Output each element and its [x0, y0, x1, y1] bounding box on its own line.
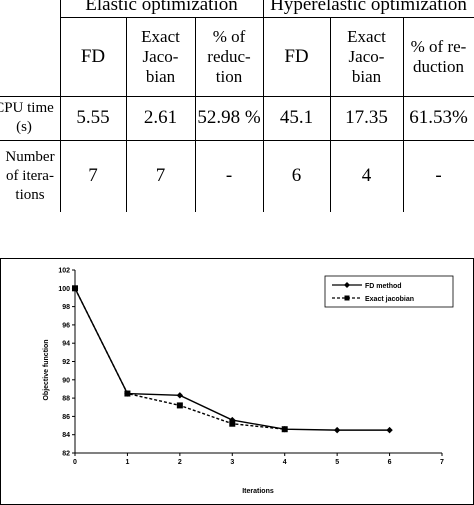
table-cell: 61.53% — [409, 107, 468, 128]
row-label-line: CPU time — [0, 100, 54, 116]
legend-label-jac: Exact jacobian — [365, 296, 414, 303]
header-line: bian — [145, 66, 176, 86]
header-line: duction — [412, 56, 464, 76]
y-tick-label: 88 — [62, 396, 70, 403]
chart-svg: 82 84 86 88 90 92 94 96 98 100 102 0 1 2 3 4 5 6 7 Objecti… — [0, 258, 474, 505]
table-cell: 17.35 — [345, 107, 388, 128]
axes-layer: 82 84 86 88 90 92 94 96 98 100 102 0 1 2 3 4 5 6 7 — [58, 268, 444, 467]
table-rule — [195, 17, 196, 212]
table-cell: 7 — [88, 165, 98, 186]
y-tick-label: 98 — [62, 304, 70, 311]
table-rule — [263, 0, 264, 212]
series-layer — [71, 285, 393, 434]
row-label-cpu-time: CPU time (s) — [0, 96, 60, 140]
y-tick-label: 82 — [62, 451, 70, 458]
table-cell: 5.55 — [76, 107, 110, 128]
col-header-fd: FD — [80, 45, 106, 67]
y-tick-label: 102 — [58, 268, 70, 275]
objective-function-chart: 82 84 86 88 90 92 94 96 98 100 102 0 1 2 3 4 5 6 7 Objecti… — [0, 258, 474, 505]
data-point-fd — [176, 392, 184, 399]
row-label-line: Number — [5, 148, 55, 165]
header-line: reduc- — [207, 46, 251, 66]
data-point-jacobian — [124, 390, 131, 397]
y-tick-label: 86 — [62, 414, 70, 421]
row-label-line: tions — [15, 186, 45, 203]
header-line: % of re- — [410, 36, 467, 56]
table-rule — [403, 17, 404, 212]
legend-marker-jac — [344, 295, 350, 301]
x-tick-label: 7 — [440, 459, 444, 466]
x-tick-label: 4 — [283, 459, 287, 466]
data-point-fd — [333, 426, 341, 434]
header-line: Jaco- — [142, 46, 179, 66]
y-axis-title: Objective function — [43, 339, 50, 400]
x-tick-label: 2 — [178, 459, 182, 466]
table-cell: 6 — [291, 165, 302, 186]
y-tick-label: 90 — [62, 377, 70, 384]
table-cell: 4 — [361, 165, 372, 186]
x-tick-label: 3 — [230, 459, 234, 466]
x-tick-label: 0 — [73, 459, 77, 466]
col-header-reduction: % of re- duction — [403, 17, 474, 96]
x-tick-label: 1 — [125, 459, 129, 466]
table-cell: 45.1 — [279, 107, 314, 128]
legend-label-fd: FD method — [365, 283, 402, 290]
header-line: Jaco- — [348, 46, 385, 66]
table-cell: 2.61 — [143, 107, 178, 128]
group-header-elastic: Elastic optimization — [85, 0, 238, 15]
table-rule — [0, 96, 474, 97]
col-header-fd: FD — [284, 45, 309, 67]
table-cell: 52.98 % — [197, 107, 261, 128]
table-cell: 7 — [155, 165, 166, 186]
table-cell: - — [225, 165, 233, 186]
row-label-iterations: Number of itera- tions — [0, 140, 60, 212]
table-cell: - — [435, 165, 442, 186]
y-tick-label: 100 — [58, 286, 70, 293]
header-line: tion — [215, 66, 243, 86]
y-tick-label: 84 — [62, 432, 70, 439]
data-point-fd — [386, 426, 393, 434]
table-rule — [60, 17, 474, 18]
x-axis-title: Iterations — [242, 488, 274, 495]
table-rule — [126, 17, 127, 212]
header-line: bian — [351, 66, 382, 86]
data-point-jacobian — [72, 285, 78, 292]
header-line: % of — [212, 26, 246, 46]
x-tick-label: 5 — [335, 459, 339, 466]
data-point-jacobian — [176, 402, 183, 409]
x-tick-label: 6 — [388, 459, 392, 466]
data-point-jacobian — [229, 420, 236, 427]
header-line: Exact — [141, 26, 180, 46]
table-rule — [60, 0, 61, 212]
row-label-line: of itera- — [6, 167, 54, 184]
y-tick-label: 94 — [62, 341, 70, 348]
group-header-hyperelastic: Hyperelastic optimization — [270, 0, 467, 15]
legend-box — [324, 275, 454, 308]
y-tick-label: 92 — [62, 359, 70, 366]
row-label-line: (s) — [16, 119, 32, 135]
table-rule — [330, 17, 331, 212]
legend-marker-fd — [344, 282, 350, 288]
header-line: Exact — [347, 26, 386, 46]
chart-legend: FD method Exact jacobian — [324, 275, 454, 308]
comparison-table: Elastic optimization Hyperelastic optimi… — [0, 0, 474, 212]
col-header-reduction: % of reduc- tion — [195, 17, 263, 96]
table-rule — [0, 140, 474, 141]
col-header-exact-jacobian: Exact Jaco- bian — [126, 17, 195, 96]
data-point-jacobian — [281, 426, 288, 433]
col-header-exact-jacobian: Exact Jaco- bian — [330, 17, 403, 96]
y-tick-label: 96 — [62, 322, 70, 329]
